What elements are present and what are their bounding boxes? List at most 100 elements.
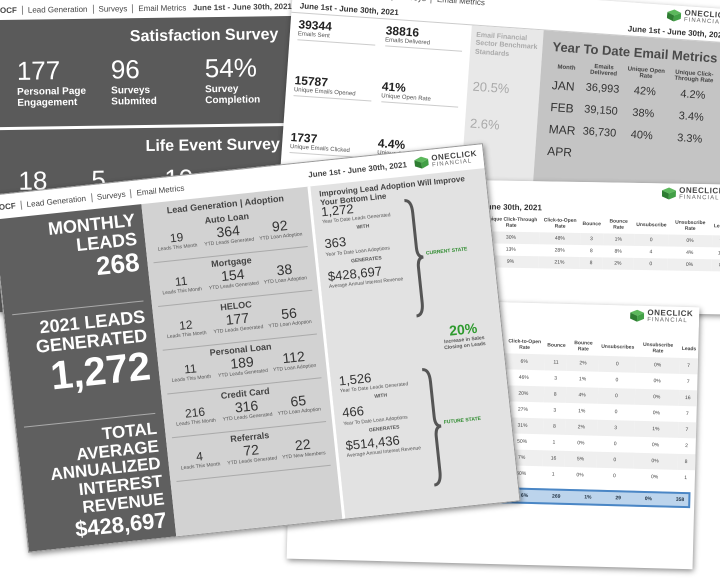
table-cell: 0% [650, 474, 659, 481]
lead-card: OCF Lead Generation Surveys Email Metrics Ju… [0, 143, 521, 553]
column-header: Unsubscribe Rate [642, 341, 674, 355]
header: ONECLICK FINANCIAL [292, 296, 700, 328]
table-cell: 7 [711, 235, 720, 248]
table-cell: 1% [633, 420, 678, 438]
table-cell: 48% [539, 232, 581, 245]
ytd-table: Month Emails Delivered Unique Open Rate Uni… [545, 60, 720, 174]
ytd-cell: 36,730 [582, 125, 617, 140]
state-label: CURRENT STATE [425, 246, 468, 257]
table-cell: 1 [684, 475, 688, 482]
nav-item: OCF [0, 5, 17, 15]
product-stat: 56 YTD Loan Adoption [263, 303, 316, 330]
product-stat: 65 YTD Loan Adoption [272, 390, 325, 417]
table-cell: 28% [554, 247, 565, 254]
table-cell: 7 [686, 379, 690, 386]
table-cell: 0% [653, 378, 661, 385]
table-cell: 8 [542, 418, 566, 435]
column-header: Bounce [547, 342, 566, 349]
product-stat: 38 YTD Loan Adoption [258, 259, 311, 286]
metric: 38816 Emails Delivered [383, 23, 464, 81]
table-cell: 0 [598, 355, 637, 373]
ytd-cell: 40% [630, 128, 654, 143]
table-cell: 0% [635, 356, 680, 374]
table-cell: 8 [676, 453, 696, 471]
column-header: Leads [713, 223, 720, 230]
nav-item: Surveys [92, 3, 133, 14]
column-header: Unsubscribes [601, 343, 635, 351]
nav-item: Lead Generation [20, 192, 92, 210]
table-cell: 2% [602, 257, 634, 270]
stat-label: Surveys Submited [111, 84, 157, 108]
table-cell: 0 [614, 409, 618, 416]
state-block: 1,526 Year To Date Leads Generated WITH 466… [338, 359, 501, 502]
table-cell: 0 [596, 451, 634, 469]
table-cell: 0% [576, 472, 584, 479]
summary-label: TOTAL AVERAGE ANNUALIZED INTEREST REVENU… [49, 418, 166, 517]
product-stat: 216 Leads This Month [169, 403, 222, 428]
table-cell: 0% [577, 440, 585, 447]
product-stat: 11 Leads This Month [155, 272, 208, 297]
metric: 15787 Unique Emails Opened [291, 73, 372, 131]
summary-block: 2021 LEADS GENERATED 1,272 [12, 300, 153, 402]
table-cell: 0% [634, 388, 679, 406]
ytd-cell: 38% [631, 106, 655, 121]
logo-sub: FINANCIAL [683, 17, 720, 26]
product-stat: 154 YTD Leads Generated [206, 264, 259, 292]
nav-item: Lead Generation [21, 4, 93, 15]
table-cell: 8 [579, 256, 603, 270]
table-cell: 7 [679, 357, 699, 375]
logo-sub: FINANCIAL [647, 316, 688, 325]
logo: ONECLICK FINANCIAL [662, 186, 720, 201]
stat-row: 177 Personal Page Engagement 96 Surveys Sub… [0, 44, 299, 109]
nav-item: OCF [0, 200, 17, 212]
metric: 39344 Emails Sent [295, 17, 376, 75]
column-header: Click-to-Open Rate [543, 217, 577, 230]
logo-icon [662, 187, 677, 200]
product-stat: 177 YTD Leads Generated [211, 308, 264, 336]
table-card: ONECLICK FINANCIAL June 1st - June 30th, 2… [432, 179, 720, 315]
logo: ONECLICK FINANCIAL [667, 8, 720, 26]
table-cell: 3 [554, 375, 558, 382]
table-cell: 0% [668, 234, 712, 248]
logo-text: ONECLICK FINANCIAL [647, 308, 693, 325]
product-stat: 72 YTD Leads Generated [225, 439, 278, 466]
logo-icon [630, 309, 645, 322]
increase: 20% Increase in Sales Closing on Leads [432, 318, 495, 352]
product-stat: 92 YTD Loan Adoption [254, 215, 307, 242]
table-cell: 6% [503, 353, 546, 371]
nav-item: Email Metrics [430, 0, 491, 8]
logo: ONECLICK FINANCIAL [414, 149, 478, 170]
summary-block: TOTAL AVERAGE ANNUALIZED INTEREST REVENU… [23, 412, 168, 545]
table-cell: 0 [612, 473, 616, 480]
table-cell: 2% [565, 418, 598, 436]
table-cell: 1% [578, 376, 587, 383]
table-cell: 21% [538, 256, 580, 269]
nav-item: Surveys [90, 188, 132, 202]
nav-item: Surveys [390, 0, 432, 3]
products-panel: Lead Generation | Adoption Auto Loan 19 Lea… [141, 186, 346, 537]
nav-item: Email Metrics [130, 182, 190, 198]
table-cell: 0 [633, 257, 668, 271]
ytd-cell: 36,993 [585, 81, 620, 96]
table-cell: 4 [649, 249, 653, 256]
total-cell: 269 [551, 493, 561, 500]
ytd-cell: 42% [633, 84, 657, 99]
table-cell: 11 [544, 354, 568, 371]
state-items: 1,526 Year To Date Leads Generated WITH 466… [338, 366, 426, 459]
table-cell: 0% [633, 452, 678, 470]
table-cell: 8% [614, 248, 622, 255]
product-stat: 316 YTD Leads Generated [220, 396, 273, 423]
stat: 54% Survey Completion [205, 52, 290, 106]
logo-icon [414, 156, 430, 169]
summary-block: MONTHLY LEADS 268 [3, 210, 141, 290]
state-items: 1,272 Year To Date Leads Generated WITH 363… [320, 197, 408, 290]
product-stat: 22 YTD New Members [277, 434, 330, 461]
table-cell: 3 [580, 232, 603, 246]
table-cell: 0 [633, 233, 669, 247]
header: OCF Lead Generation Surveys Email Metrics Ju… [0, 144, 485, 220]
logo-icon [667, 9, 682, 22]
lead-body: MONTHLY LEADS 268 2021 LEADS GENERATED 1,27… [0, 168, 520, 552]
